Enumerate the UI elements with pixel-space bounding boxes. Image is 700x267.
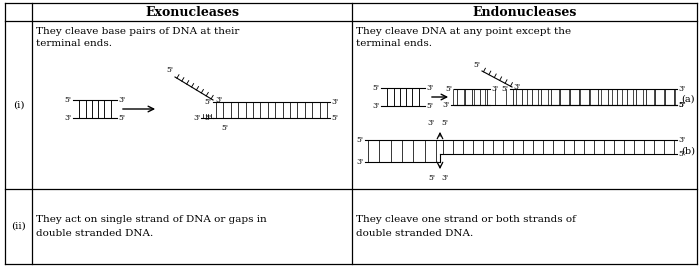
Text: They act on single strand of DNA or gaps in: They act on single strand of DNA or gaps… xyxy=(36,215,267,224)
Text: 5': 5' xyxy=(678,150,685,158)
Text: 5': 5' xyxy=(428,174,435,182)
Text: 3': 3' xyxy=(64,114,71,122)
Text: 3': 3' xyxy=(678,136,685,144)
Text: 3': 3' xyxy=(194,114,201,122)
Text: 5': 5' xyxy=(501,85,508,93)
Text: (b): (b) xyxy=(681,147,695,155)
Text: 5': 5' xyxy=(332,114,339,122)
Text: (i): (i) xyxy=(13,100,25,109)
Text: terminal ends.: terminal ends. xyxy=(356,38,432,48)
Text: Endonucleases: Endonucleases xyxy=(473,6,577,18)
Text: 3': 3' xyxy=(513,83,520,91)
Text: terminal ends.: terminal ends. xyxy=(36,38,112,48)
Text: (ii): (ii) xyxy=(11,222,26,231)
Text: Exonucleases: Exonucleases xyxy=(145,6,239,18)
Text: (a): (a) xyxy=(682,95,695,104)
Text: 5': 5' xyxy=(64,96,71,104)
Text: 5': 5' xyxy=(678,101,685,109)
Text: double stranded DNA.: double stranded DNA. xyxy=(36,229,153,238)
Text: 5': 5' xyxy=(445,85,452,93)
Text: 3': 3' xyxy=(204,114,211,122)
Text: 5': 5' xyxy=(426,102,433,110)
Text: They cleave one strand or both strands of: They cleave one strand or both strands o… xyxy=(356,215,576,224)
Text: 5': 5' xyxy=(118,114,125,122)
Text: 3': 3' xyxy=(215,96,222,104)
Text: 5': 5' xyxy=(221,124,228,132)
Text: 3': 3' xyxy=(356,158,363,166)
Text: 3': 3' xyxy=(332,98,339,106)
Text: 3': 3' xyxy=(442,101,449,109)
Text: 3': 3' xyxy=(428,119,435,127)
Text: double stranded DNA.: double stranded DNA. xyxy=(356,229,473,238)
Text: 3': 3' xyxy=(678,85,685,93)
Text: 3': 3' xyxy=(426,84,433,92)
Text: 5': 5' xyxy=(166,66,173,74)
Text: They cleave DNA at any point except the: They cleave DNA at any point except the xyxy=(356,28,571,37)
Text: 3': 3' xyxy=(372,102,379,110)
Text: They cleave base pairs of DNA at their: They cleave base pairs of DNA at their xyxy=(36,28,239,37)
Text: 5': 5' xyxy=(372,84,379,92)
Text: 5': 5' xyxy=(441,119,448,127)
Text: 5': 5' xyxy=(204,98,211,106)
Text: 5': 5' xyxy=(473,61,480,69)
Text: 3': 3' xyxy=(491,85,498,93)
Text: 3': 3' xyxy=(441,174,448,182)
Text: 5': 5' xyxy=(678,101,685,109)
Text: 3': 3' xyxy=(118,96,125,104)
Text: 5': 5' xyxy=(356,136,363,144)
